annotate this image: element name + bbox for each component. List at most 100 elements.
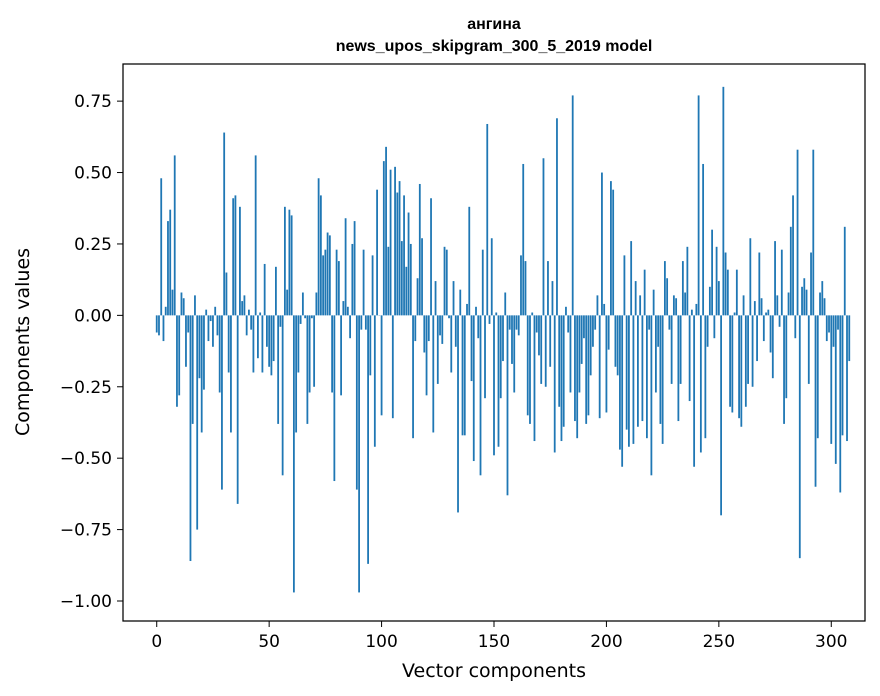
bar: [830, 315, 833, 444]
bar: [322, 255, 325, 316]
bar: [562, 315, 565, 427]
bar: [418, 183, 421, 316]
bar: [614, 315, 617, 367]
bar: [661, 315, 664, 444]
bar: [362, 249, 365, 316]
bar: [713, 315, 716, 339]
bar: [760, 298, 763, 316]
bar: [502, 315, 504, 362]
bar: [637, 315, 639, 427]
bar: [605, 315, 608, 413]
bar: [789, 226, 792, 316]
bar: [762, 315, 765, 342]
bar: [477, 315, 480, 339]
bar: [268, 315, 271, 367]
bar: [610, 181, 612, 316]
bar: [711, 229, 713, 316]
bar: [675, 298, 678, 316]
bar: [515, 315, 518, 330]
bar: [603, 303, 606, 316]
bar: [448, 315, 450, 319]
x-axis-label: Vector components: [402, 660, 586, 682]
bar: [479, 315, 482, 476]
bar: [209, 315, 212, 322]
bar: [333, 315, 336, 482]
bar: [571, 95, 574, 316]
bar: [547, 261, 549, 316]
bar: [346, 306, 349, 316]
bar: [841, 315, 844, 436]
bar: [513, 315, 516, 393]
bar: [843, 226, 846, 316]
bar: [355, 315, 358, 490]
bar: [567, 315, 570, 333]
y-tick-label: −0.50: [60, 449, 112, 469]
bar: [690, 309, 693, 316]
y-axis: −1.00 −0.75 −0.50 −0.25 0.00 0.25 0.50 0.75: [60, 92, 123, 612]
bar: [398, 181, 401, 316]
bar: [328, 235, 331, 316]
bar: [376, 189, 378, 316]
bar: [158, 315, 160, 336]
x-axis: 0 50 100 150 200 250 300: [151, 621, 847, 652]
bar: [724, 252, 727, 316]
bar: [234, 195, 237, 316]
bar: [394, 166, 396, 316]
bar: [319, 195, 322, 316]
bar: [639, 295, 642, 316]
bar: [445, 249, 448, 316]
bar: [594, 315, 597, 330]
bar: [434, 281, 437, 316]
bar: [722, 86, 725, 316]
bar: [324, 249, 327, 316]
bar: [275, 266, 277, 316]
bar: [580, 315, 583, 364]
bar: [423, 315, 426, 353]
bar: [241, 301, 244, 316]
bar: [542, 158, 545, 316]
bar: [803, 278, 806, 316]
bar: [508, 315, 511, 330]
bar: [726, 269, 729, 316]
bar: [223, 132, 226, 316]
y-axis-label: Components values: [12, 248, 34, 436]
bar: [520, 255, 522, 316]
bar: [731, 315, 734, 413]
bar: [774, 241, 776, 316]
bar: [796, 149, 799, 316]
bar: [443, 246, 446, 316]
bar: [553, 315, 556, 453]
y-tick-label: 0.25: [74, 235, 112, 255]
bar: [385, 146, 387, 316]
bar: [765, 312, 767, 316]
bar: [358, 315, 360, 593]
bar: [560, 315, 563, 442]
bar: [583, 315, 585, 339]
bar: [221, 315, 223, 490]
bar: [405, 266, 408, 316]
bar: [414, 315, 417, 342]
bar: [272, 315, 275, 362]
bar: [549, 315, 552, 367]
bar: [459, 289, 462, 316]
bar: [623, 255, 626, 316]
bar: [450, 315, 453, 373]
bar: [506, 315, 509, 496]
bar: [342, 301, 345, 316]
bar: [301, 292, 304, 316]
bar: [315, 292, 318, 316]
bar: [576, 315, 579, 439]
bar: [807, 315, 810, 384]
bar: [767, 309, 770, 316]
bar: [805, 289, 808, 316]
bar: [243, 295, 246, 316]
bar: [819, 292, 821, 316]
bar: [717, 281, 720, 316]
bar: [749, 238, 752, 316]
y-tick-label: 0.75: [74, 92, 112, 112]
bar: [207, 315, 210, 342]
bar: [283, 206, 286, 316]
bar: [371, 255, 374, 316]
bar: [481, 249, 484, 316]
